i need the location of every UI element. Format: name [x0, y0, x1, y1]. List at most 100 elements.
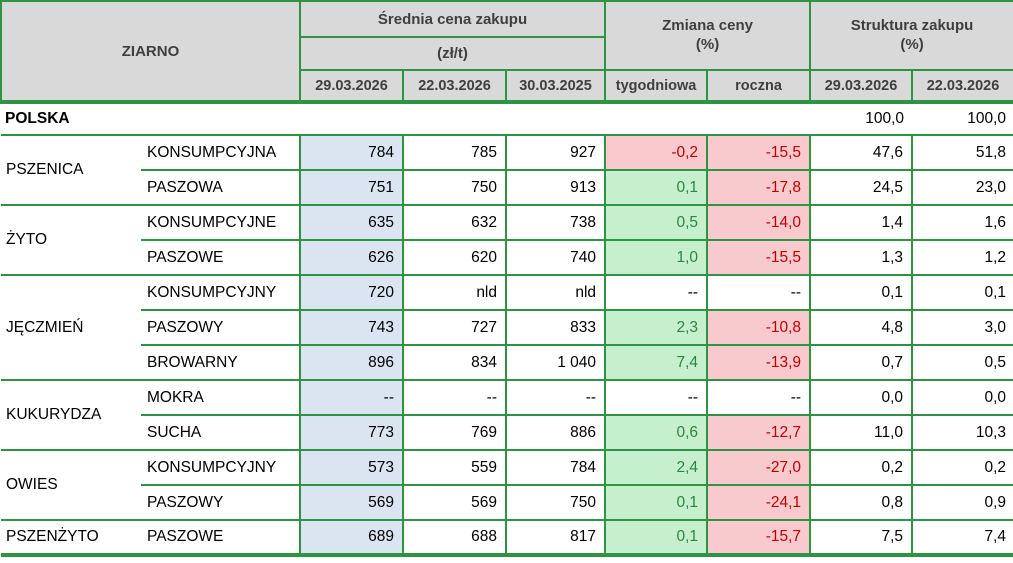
price-cell-3: 817	[504, 519, 606, 557]
price-cell-1: 896	[299, 344, 403, 380]
header-price-date-2: 22.03.2026	[402, 69, 507, 103]
yearly-change-cell: -12,7	[706, 414, 811, 450]
grain-type: PASZOWY	[141, 309, 301, 345]
price-cell-3: --	[504, 379, 606, 415]
grain-type: PASZOWY	[141, 484, 301, 520]
structure-cell-2: 7,4	[911, 519, 1013, 557]
structure-cell-2: 23,0	[911, 169, 1013, 205]
price-cell-2: 750	[402, 169, 506, 205]
structure-cell-2: 0,9	[911, 484, 1013, 520]
table-row: OWIES KONSUMPCYJNY 573 559 784 2,4 -27,0 0,2 0,2	[1, 449, 1013, 520]
weekly-change-cell: 0,1	[604, 169, 708, 205]
price-cell-3: 1 040	[504, 344, 606, 380]
structure-cell-2: 0,2	[911, 449, 1013, 485]
weekly-change-cell: -0,2	[604, 134, 708, 170]
price-cell-2: 727	[402, 309, 506, 345]
price-cell-1: 626	[299, 239, 403, 275]
header-structure-label: Struktura zakupu	[850, 16, 974, 34]
weekly-change-cell: --	[604, 274, 708, 310]
yearly-change-cell: -15,5	[706, 239, 811, 275]
structure-cell-1: 47,6	[809, 134, 913, 170]
header-price-date-3: 30.03.2025	[504, 69, 607, 103]
weekly-change-cell: --	[604, 379, 708, 415]
price-cell-1: 573	[299, 449, 403, 485]
grain-type: BROWARNY	[141, 344, 301, 380]
table-header: ZIARNO Średnia cena zakupu Zmiana ceny (…	[0, 0, 1013, 103]
yearly-change-cell: -13,9	[706, 344, 811, 380]
structure-cell-1: 7,5	[809, 519, 913, 557]
header-price-group: Średnia cena zakupu	[298, 0, 607, 38]
structure-cell-2: 0,0	[911, 379, 1013, 415]
structure-cell-2: 1,2	[911, 239, 1013, 275]
yearly-change-cell: --	[706, 379, 811, 415]
yearly-change-cell: -15,7	[706, 519, 811, 557]
price-cell-1: 751	[299, 169, 403, 205]
group-name: JĘCZMIEŃ	[1, 274, 141, 380]
header-structure-date-1: 29.03.2026	[809, 69, 914, 103]
header-price-unit: (zł/t)	[298, 36, 607, 71]
price-cell-3: 740	[504, 239, 606, 275]
group-name: KUKURYDZA	[1, 379, 141, 450]
weekly-change-cell: 1,0	[604, 239, 708, 275]
yearly-change-cell: -24,1	[706, 484, 811, 520]
yearly-change-cell: -17,8	[706, 169, 811, 205]
table-row: PSZENŻYTO PASZOWE 689 688 817 0,1 -15,7 7,5 7,4	[1, 519, 1013, 557]
price-cell-1: 689	[299, 519, 403, 557]
weekly-change-cell: 0,1	[604, 484, 708, 520]
grain-type: MOKRA	[141, 379, 301, 415]
structure-cell-2: 51,8	[911, 134, 1013, 170]
yearly-change-cell: --	[706, 274, 811, 310]
structure-cell-1: 0,0	[809, 379, 913, 415]
grain-type: PASZOWA	[141, 169, 301, 205]
price-cell-2: 785	[402, 134, 506, 170]
header-change-yearly: roczna	[706, 69, 812, 103]
grain-type: KONSUMPCYJNY	[141, 274, 301, 310]
grain-type: KONSUMPCYJNY	[141, 449, 301, 485]
table-row: KUKURYDZA MOKRA -- -- -- -- -- 0,0 0,0	[1, 379, 1013, 450]
price-cell-3: 927	[504, 134, 606, 170]
price-cell-3: 833	[504, 309, 606, 345]
weekly-change-cell: 0,6	[604, 414, 708, 450]
header-structure-unit: (%)	[900, 35, 924, 53]
weekly-change-cell: 0,5	[604, 204, 708, 240]
price-cell-1: 743	[299, 309, 403, 345]
grain-type: KONSUMPCYJNE	[141, 204, 301, 240]
group-name: PSZENICA	[1, 134, 141, 205]
price-cell-1: --	[299, 379, 403, 415]
yearly-change-cell: -27,0	[706, 449, 811, 485]
structure-cell-1: 1,3	[809, 239, 913, 275]
header-change-weekly: tygodniowa	[604, 69, 709, 103]
price-cell-1: 773	[299, 414, 403, 450]
structure-cell-1: 4,8	[809, 309, 913, 345]
header-structure-group: Struktura zakupu (%)	[809, 0, 1013, 71]
structure-cell-2: 0,1	[911, 274, 1013, 310]
table-body: POLSKA 100,0 100,0 PSZENICA KONSUMPCYJNA 784 7…	[1, 100, 1013, 557]
price-cell-1: 720	[299, 274, 403, 310]
price-cell-2: 559	[402, 449, 506, 485]
price-cell-2: 769	[402, 414, 506, 450]
polska-structure-cell-1: 100,0	[810, 100, 913, 135]
price-cell-2: nld	[402, 274, 506, 310]
weekly-change-cell: 7,4	[604, 344, 708, 380]
header-change-group: Zmiana ceny (%)	[604, 0, 812, 71]
structure-cell-1: 0,1	[809, 274, 913, 310]
structure-cell-1: 11,0	[809, 414, 913, 450]
price-cell-3: 738	[504, 204, 606, 240]
yearly-change-cell: -15,5	[706, 134, 811, 170]
yearly-change-cell: -10,8	[706, 309, 811, 345]
structure-cell-2: 10,3	[911, 414, 1013, 450]
row-polska: POLSKA 100,0 100,0	[1, 100, 1013, 135]
polska-label: POLSKA	[1, 100, 811, 135]
price-cell-2: 620	[402, 239, 506, 275]
table-row: PASZOWE 626 620 740 1,0 -15,5 1,3 1,2	[1, 239, 1013, 275]
price-cell-2: --	[402, 379, 506, 415]
structure-cell-1: 0,7	[809, 344, 913, 380]
price-cell-1: 569	[299, 484, 403, 520]
structure-cell-1: 0,2	[809, 449, 913, 485]
price-cell-1: 784	[299, 134, 403, 170]
header-structure-date-2: 22.03.2026	[911, 69, 1013, 103]
header-price-date-1: 29.03.2026	[299, 69, 404, 103]
price-cell-3: nld	[504, 274, 606, 310]
weekly-change-cell: 2,3	[604, 309, 708, 345]
